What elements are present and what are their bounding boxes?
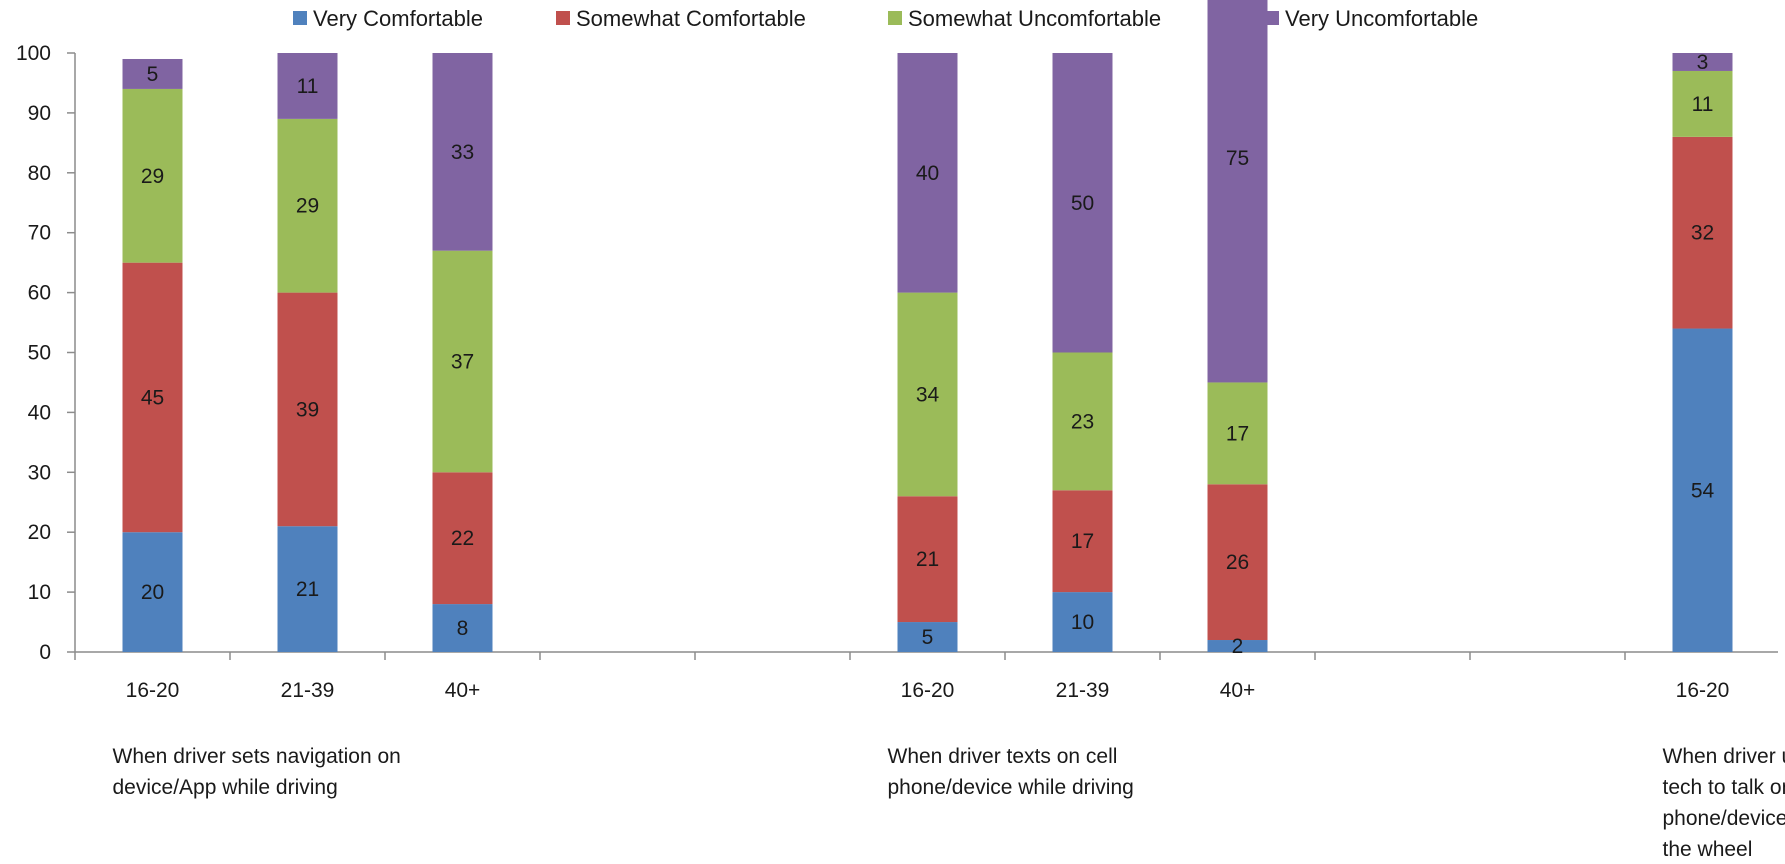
- data-label: 5: [147, 63, 159, 86]
- data-label: 39: [296, 398, 319, 421]
- bar-segment: [1052, 53, 1113, 353]
- group-label: When driver sets navigation on: [113, 745, 401, 768]
- bar-segment: [897, 496, 958, 623]
- data-label: 34: [916, 383, 940, 406]
- data-label: 8: [457, 617, 469, 640]
- data-label: 33: [451, 141, 474, 164]
- data-label: 26: [1226, 551, 1249, 574]
- data-label: 40: [916, 162, 939, 185]
- y-tick-label: 70: [28, 222, 51, 245]
- bar-segment: [1207, 484, 1268, 641]
- legend-label: Somewhat Comfortable: [576, 6, 806, 31]
- bar-segment: [277, 118, 338, 293]
- data-label: 54: [1691, 479, 1715, 502]
- bar-segment: [432, 604, 493, 652]
- bar-segment: [432, 472, 493, 605]
- y-tick-label: 50: [28, 342, 51, 365]
- group-label: When driver uses hands-free: [1663, 745, 1785, 768]
- group-labels: When driver sets navigation on device/App…: [113, 745, 1785, 861]
- group-label: phone/device, both hands on: [1663, 807, 1785, 830]
- bar-segment: [1672, 136, 1733, 329]
- data-label: 17: [1071, 530, 1094, 553]
- data-label: 11: [1692, 93, 1714, 116]
- x-category-label: 21-39: [1056, 679, 1110, 702]
- data-labels: 20 45 29 5 21 39 29 11 8 22 37 33 5 21 34 40 10 17 23 50 2 26…: [141, 51, 1715, 658]
- x-category-label: 16-20: [126, 679, 180, 702]
- chart-legend: Very Comfortable Somewhat Comfortable Some…: [293, 6, 1478, 31]
- bar-segment: [897, 53, 958, 293]
- bar-segment: [122, 262, 183, 533]
- bar-segment: [1207, 382, 1268, 485]
- bar-segment: [432, 250, 493, 473]
- data-label: 50: [1071, 192, 1094, 215]
- data-label: 11: [297, 75, 319, 98]
- bar-segment: [1207, 0, 1268, 383]
- x-category-label: 40+: [445, 679, 481, 702]
- bar-segment: [277, 53, 338, 119]
- legend-label: Very Uncomfortable: [1285, 6, 1478, 31]
- y-tick-label: 100: [16, 42, 51, 65]
- bar-segment: [122, 532, 183, 652]
- y-tick-label: 80: [28, 162, 51, 185]
- bar-segment: [122, 88, 183, 263]
- bar-segment: [1672, 70, 1733, 137]
- data-label: 2: [1232, 635, 1244, 658]
- y-axis: 0 10 20 30 40 50 60 70 80 90 100: [16, 42, 76, 664]
- data-label: 45: [141, 386, 164, 409]
- group-label: phone/device while driving: [888, 776, 1134, 799]
- x-category-label: 40+: [1220, 679, 1256, 702]
- bar-segment: [432, 53, 493, 251]
- x-category-label: 16-20: [1676, 679, 1730, 702]
- bar-segment: [1207, 640, 1268, 652]
- bar-segment: [1672, 53, 1733, 71]
- data-label: 32: [1691, 222, 1714, 245]
- data-label: 37: [451, 350, 474, 373]
- legend-swatch: [1265, 11, 1279, 25]
- y-tick-label: 40: [28, 401, 51, 424]
- bar-segment: [1052, 352, 1113, 491]
- data-label: 75: [1226, 147, 1249, 170]
- legend-label: Somewhat Uncomfortable: [908, 6, 1161, 31]
- x-category-label: 16-20: [901, 679, 955, 702]
- legend-swatch: [888, 11, 902, 25]
- bar-segment: [897, 292, 958, 497]
- legend-label: Very Comfortable: [313, 6, 483, 31]
- bar-segment: [1052, 592, 1113, 652]
- data-label: 29: [296, 195, 319, 218]
- data-label: 21: [296, 578, 319, 601]
- y-tick-label: 60: [28, 282, 51, 305]
- y-tick-label: 90: [28, 102, 51, 125]
- group-label: device/App while driving: [113, 776, 338, 799]
- y-tick-label: 10: [28, 581, 51, 604]
- data-label: 23: [1071, 410, 1094, 433]
- legend-swatch: [293, 11, 307, 25]
- data-label: 29: [141, 165, 164, 188]
- bar-segment: [277, 292, 338, 527]
- data-label: 22: [451, 527, 474, 550]
- y-tick-label: 30: [28, 461, 51, 484]
- x-category-label: 21-39: [281, 679, 335, 702]
- bar-segment: [122, 58, 183, 89]
- y-tick-label: 0: [39, 641, 51, 664]
- data-label: 5: [922, 626, 934, 649]
- data-label: 21: [916, 548, 939, 571]
- data-label: 3: [1697, 51, 1709, 74]
- bar-segment: [1052, 490, 1113, 593]
- group-label: tech to talk on cell: [1663, 776, 1785, 799]
- group-label: the wheel: [1663, 838, 1753, 861]
- bar-segment: [1672, 328, 1733, 652]
- bar-segment: [277, 526, 338, 652]
- bar-series: [122, 0, 1733, 652]
- bar-segment: [897, 622, 958, 652]
- data-label: 17: [1226, 422, 1249, 445]
- legend-swatch: [556, 11, 570, 25]
- y-tick-label: 20: [28, 521, 51, 544]
- data-label: 10: [1071, 611, 1094, 634]
- data-label: 20: [141, 581, 164, 604]
- group-label: When driver texts on cell: [888, 745, 1118, 768]
